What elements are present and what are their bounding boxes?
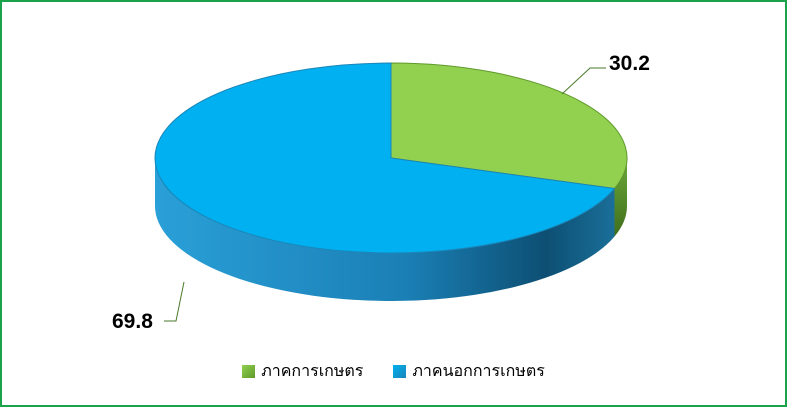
leader-line-1 <box>164 281 185 322</box>
legend-label-1: ภาคนอกการเกษตร <box>412 361 545 380</box>
legend-label-0: ภาคการเกษตร <box>261 361 364 380</box>
slice-side-1 <box>155 158 615 302</box>
slice-side-0 <box>614 158 627 237</box>
legend-item-1: ภาคนอกการเกษตร <box>393 359 545 384</box>
legend-item-0: ภาคการเกษตร <box>242 359 363 384</box>
pie-sides <box>155 158 627 302</box>
legend-swatch-0 <box>242 365 256 378</box>
legend: ภาคการเกษตร ภาคนอกการเกษตร <box>0 359 787 384</box>
data-label-1: 69.8 <box>112 310 153 333</box>
pie-tops <box>154 62 628 254</box>
data-label-0: 30.2 <box>609 52 650 75</box>
pie-labels: 30.2 69.8 <box>112 52 650 333</box>
slice-top-1 <box>154 62 616 254</box>
legend-swatch-1 <box>393 365 407 378</box>
leader-line-0 <box>561 67 606 95</box>
slice-top-0 <box>390 62 628 190</box>
